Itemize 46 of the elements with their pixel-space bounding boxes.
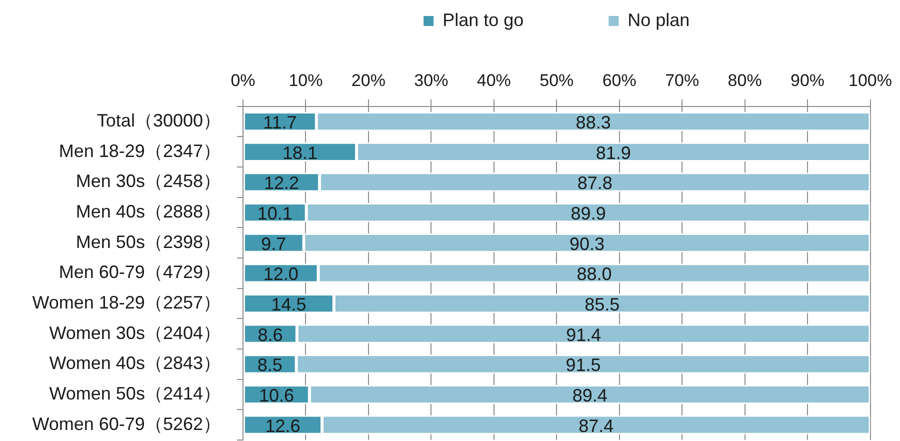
- data-label: 89.9: [570, 204, 606, 224]
- legend-label: No plan: [628, 10, 690, 30]
- data-label: 91.5: [566, 355, 601, 376]
- data-label: 88.3: [576, 112, 611, 133]
- data-label: 8.5: [257, 355, 282, 376]
- x-tick-label: 60%: [602, 70, 636, 90]
- y-tick-label: Men 60-79（4729）: [58, 262, 221, 282]
- y-tick-label: Men 40s（2888）: [76, 202, 221, 222]
- data-label: 88.0: [576, 264, 612, 284]
- x-tick-label: 80%: [728, 70, 762, 90]
- x-tick-label: 90%: [790, 70, 825, 90]
- data-label: 81.9: [596, 142, 631, 163]
- data-label: 11.7: [263, 112, 297, 133]
- legend-label: Plan to go: [442, 10, 524, 30]
- y-tick-label: Women 60-79（5262）: [32, 414, 221, 434]
- y-tick-label: Men 50s（2398）: [76, 232, 221, 252]
- data-label: 12.2: [264, 173, 300, 194]
- data-label: 8.6: [258, 324, 283, 345]
- data-label: 89.4: [572, 385, 608, 406]
- y-tick-label: Women 18-29（2257）: [32, 292, 221, 312]
- data-label: 91.4: [566, 324, 602, 345]
- data-label: 12.6: [265, 416, 300, 436]
- y-tick-label: Women 30s（2404）: [49, 322, 221, 343]
- data-label: 12.0: [263, 264, 298, 284]
- data-label: 10.1: [257, 204, 292, 224]
- data-label: 18.1: [282, 142, 318, 163]
- x-tick-label: 30%: [414, 70, 448, 90]
- data-label: 14.5: [271, 294, 306, 314]
- data-label: 10.6: [258, 385, 294, 406]
- data-label: 87.4: [578, 416, 614, 436]
- x-tick-label: 20%: [351, 70, 386, 90]
- y-tick-label: Women 50s（2414）: [49, 383, 221, 404]
- data-label: 90.3: [570, 234, 605, 254]
- data-label: 87.8: [577, 173, 612, 194]
- y-tick-label: Women 40s（2843）: [49, 353, 221, 374]
- y-tick-label: Men 18-29（2347）: [58, 140, 221, 161]
- data-label: 9.7: [261, 234, 286, 254]
- x-tick-label: 40%: [476, 70, 511, 90]
- data-label: 85.5: [584, 294, 620, 314]
- x-tick-label: 70%: [665, 70, 700, 90]
- x-tick-label: 0%: [230, 70, 256, 90]
- x-tick-label: 10%: [288, 70, 323, 90]
- x-tick-label: 100%: [848, 70, 892, 90]
- x-tick-label: 50%: [540, 70, 574, 90]
- y-tick-label: Men 30s（2458）: [76, 171, 221, 192]
- y-tick-label: Total（30000）: [96, 110, 221, 131]
